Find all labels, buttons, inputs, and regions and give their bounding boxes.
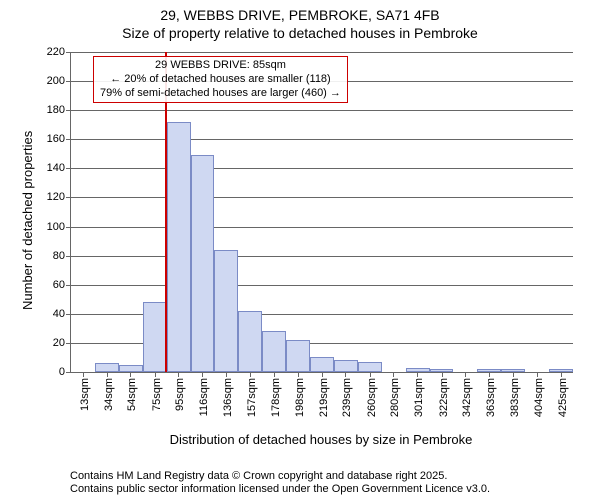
- x-tick-mark: [274, 372, 275, 377]
- x-tick-label: 280sqm: [389, 378, 401, 417]
- y-tick-label: 200: [47, 75, 71, 87]
- footer-attribution: Contains HM Land Registry data © Crown c…: [70, 470, 490, 496]
- x-tick-mark: [513, 372, 514, 377]
- x-tick-label: 157sqm: [246, 378, 258, 417]
- x-tick-label: 54sqm: [126, 378, 138, 411]
- x-tick-mark: [130, 372, 131, 377]
- chart-container: 29, WEBBS DRIVE, PEMBROKE, SA71 4FB Size…: [0, 0, 600, 500]
- x-tick-mark: [322, 372, 323, 377]
- grid-line: [71, 52, 573, 53]
- grid-line: [71, 227, 573, 228]
- histogram-bar: [286, 340, 310, 372]
- annotation-line: 79% of semi-detached houses are larger (…: [100, 87, 341, 101]
- y-tick-label: 220: [47, 46, 71, 58]
- x-tick-label: 219sqm: [318, 378, 330, 417]
- x-tick-mark: [250, 372, 251, 377]
- title-line-2: Size of property relative to detached ho…: [0, 24, 600, 42]
- histogram-bar: [143, 302, 167, 372]
- x-tick-label: 383sqm: [509, 378, 521, 417]
- grid-line: [71, 285, 573, 286]
- x-tick-label: 75sqm: [151, 378, 163, 411]
- x-tick-mark: [489, 372, 490, 377]
- x-tick-mark: [155, 372, 156, 377]
- x-tick-label: 95sqm: [174, 378, 186, 411]
- x-tick-label: 404sqm: [533, 378, 545, 417]
- x-tick-mark: [83, 372, 84, 377]
- x-tick-label: 34sqm: [103, 378, 115, 411]
- x-tick-label: 322sqm: [438, 378, 450, 417]
- x-tick-label: 239sqm: [341, 378, 353, 417]
- x-tick-mark: [442, 372, 443, 377]
- y-tick-label: 80: [53, 250, 71, 262]
- x-tick-label: 342sqm: [461, 378, 473, 417]
- histogram-bar: [95, 363, 119, 372]
- x-tick-mark: [345, 372, 346, 377]
- annotation-line: ← 20% of detached houses are smaller (11…: [100, 73, 341, 87]
- x-tick-label: 13sqm: [79, 378, 91, 411]
- annotation-line: 29 WEBBS DRIVE: 85sqm: [100, 59, 341, 73]
- x-tick-label: 136sqm: [222, 378, 234, 417]
- x-tick-mark: [537, 372, 538, 377]
- histogram-bar: [167, 122, 191, 372]
- y-tick-label: 100: [47, 221, 71, 233]
- y-tick-label: 160: [47, 133, 71, 145]
- y-tick-label: 60: [53, 279, 71, 291]
- footer-line-2: Contains public sector information licen…: [70, 483, 490, 496]
- x-tick-mark: [178, 372, 179, 377]
- x-tick-label: 363sqm: [485, 378, 497, 417]
- histogram-bar: [191, 155, 215, 372]
- x-tick-mark: [370, 372, 371, 377]
- histogram-bar: [334, 360, 358, 372]
- x-tick-mark: [465, 372, 466, 377]
- title-line-1: 29, WEBBS DRIVE, PEMBROKE, SA71 4FB: [0, 6, 600, 24]
- histogram-bar: [119, 365, 143, 372]
- x-tick-label: 198sqm: [294, 378, 306, 417]
- footer-line-1: Contains HM Land Registry data © Crown c…: [70, 470, 490, 483]
- histogram-bar: [214, 250, 238, 372]
- grid-line: [71, 139, 573, 140]
- histogram-bar: [358, 362, 382, 372]
- x-tick-label: 425sqm: [557, 378, 569, 417]
- x-tick-mark: [202, 372, 203, 377]
- y-tick-label: 140: [47, 162, 71, 174]
- x-tick-mark: [298, 372, 299, 377]
- y-tick-label: 40: [53, 308, 71, 320]
- grid-line: [71, 168, 573, 169]
- annotation-box: 29 WEBBS DRIVE: 85sqm← 20% of detached h…: [93, 56, 348, 103]
- x-tick-label: 178sqm: [270, 378, 282, 417]
- y-axis-label: Number of detached properties: [20, 131, 35, 310]
- y-tick-label: 180: [47, 104, 71, 116]
- histogram-bar: [238, 311, 262, 372]
- grid-line: [71, 110, 573, 111]
- plot-area: 02040608010012014016018020022013sqm34sqm…: [70, 52, 573, 373]
- x-tick-label: 301sqm: [413, 378, 425, 417]
- x-tick-mark: [107, 372, 108, 377]
- chart-title: 29, WEBBS DRIVE, PEMBROKE, SA71 4FB Size…: [0, 0, 600, 42]
- histogram-bar: [262, 331, 286, 372]
- y-tick-label: 20: [53, 337, 71, 349]
- x-tick-mark: [393, 372, 394, 377]
- x-tick-mark: [226, 372, 227, 377]
- x-axis-label: Distribution of detached houses by size …: [70, 432, 572, 447]
- histogram-bar: [310, 357, 334, 372]
- y-tick-label: 0: [59, 366, 71, 378]
- grid-line: [71, 197, 573, 198]
- x-tick-mark: [417, 372, 418, 377]
- x-tick-label: 260sqm: [366, 378, 378, 417]
- x-tick-label: 116sqm: [198, 378, 210, 416]
- grid-line: [71, 256, 573, 257]
- y-tick-label: 120: [47, 191, 71, 203]
- x-tick-mark: [561, 372, 562, 377]
